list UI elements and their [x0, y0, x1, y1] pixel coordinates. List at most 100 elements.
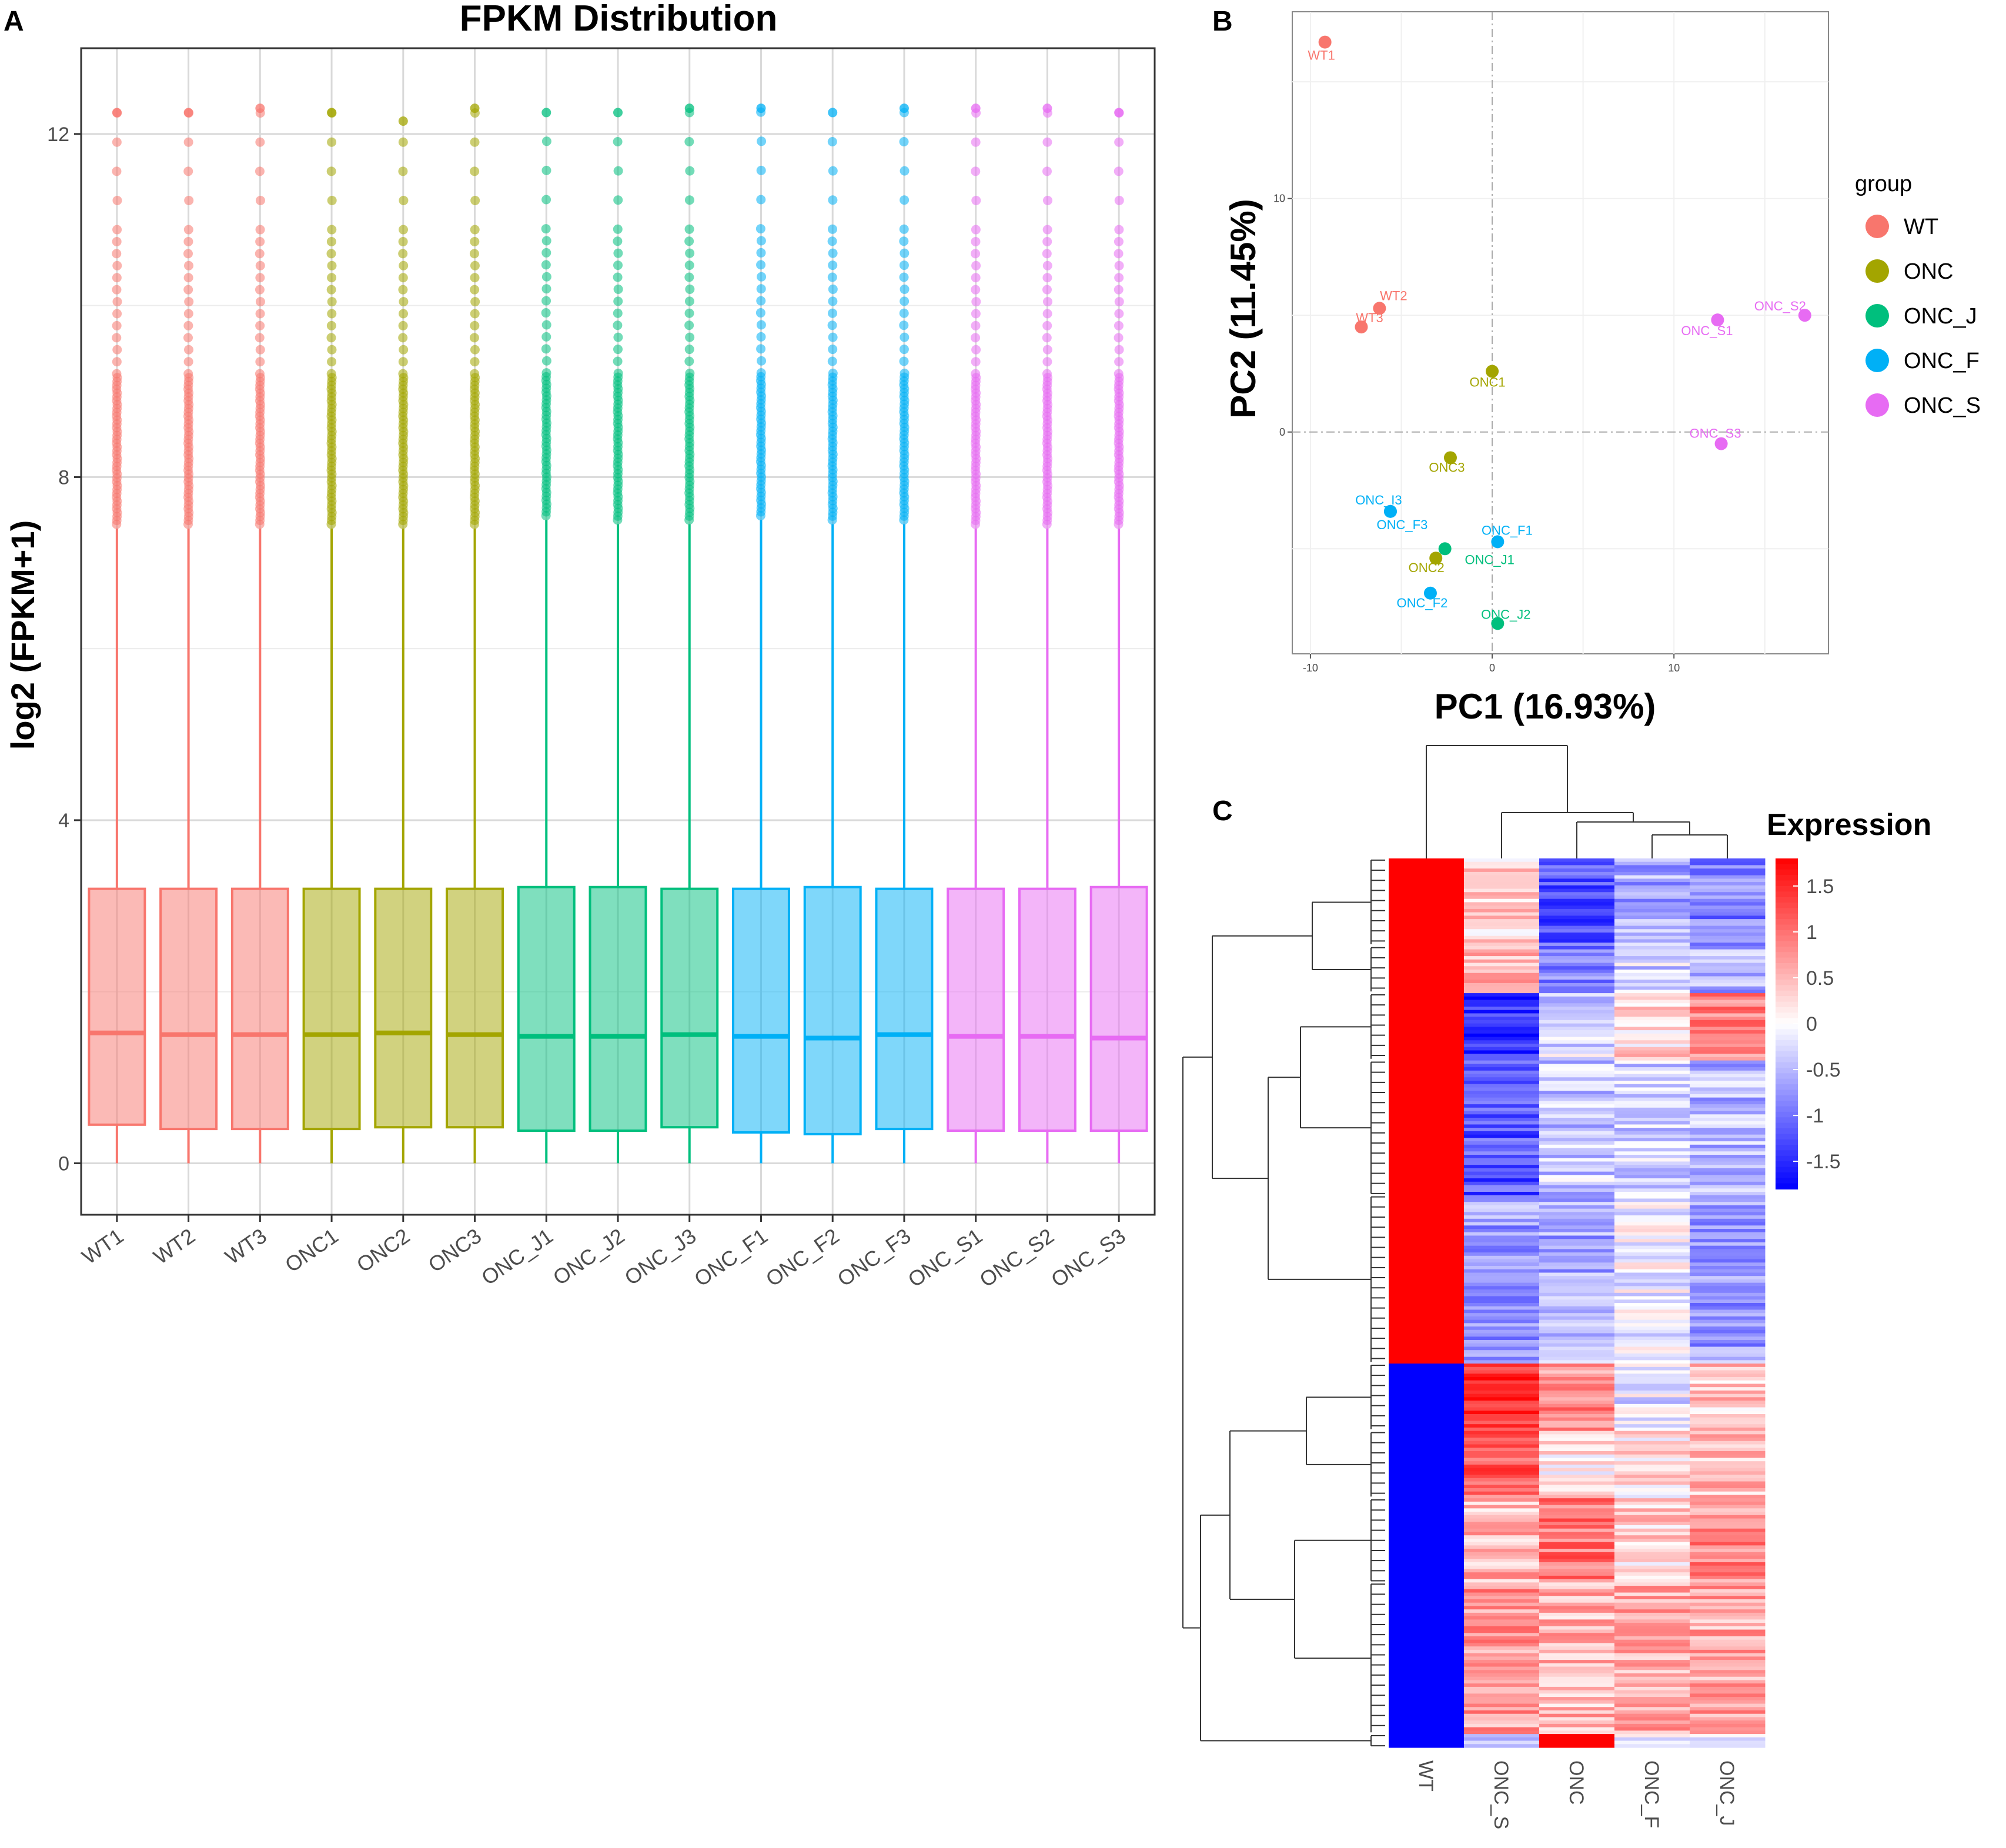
outlier-point: [684, 224, 694, 234]
heatmap-cell: [1389, 1612, 1465, 1617]
heatmap-cell: [1464, 1421, 1540, 1425]
heatmap-cell: [1539, 1094, 1615, 1098]
outlier-point: [327, 309, 337, 319]
heatmap-cell: [1464, 912, 1540, 916]
heatmap-cell: [1690, 1000, 1766, 1004]
heatmap-cell: [1690, 1549, 1766, 1553]
heatmap-cell: [1389, 1528, 1465, 1533]
heatmap-cell: [1690, 1148, 1766, 1152]
heatmap-cell: [1539, 1380, 1615, 1385]
heatmap-cell: [1464, 1448, 1540, 1452]
heatmap-cell: [1389, 858, 1465, 863]
heatmap-cell: [1464, 1639, 1540, 1644]
heatmap-cell: [1690, 1602, 1766, 1607]
heatmap-cell: [1614, 1316, 1690, 1321]
heatmap-cell: [1614, 1292, 1690, 1297]
outlier-point: [1042, 137, 1052, 147]
heatmap-cell: [1464, 1054, 1540, 1058]
heatmap-cell: [1464, 1374, 1540, 1378]
heatmap-cell: [1464, 1272, 1540, 1276]
heatmap-cell: [1614, 895, 1690, 900]
heatmap-cell: [1464, 1329, 1540, 1334]
heatmap-cell: [1389, 1505, 1465, 1509]
x-tick-label: ONC_S1: [904, 1224, 987, 1292]
outlier-point: [112, 225, 122, 235]
heatmap-cell: [1464, 1461, 1540, 1465]
heatmap-cell: [1464, 1343, 1540, 1348]
heatmap-cell: [1690, 966, 1766, 970]
heatmap-cell: [1389, 1653, 1465, 1657]
heatmap-cell: [1464, 1414, 1540, 1418]
heatmap-cell: [1690, 1639, 1766, 1644]
heatmap-cell: [1539, 1306, 1615, 1311]
x-tick-label: -10: [1303, 662, 1318, 674]
heatmap-cell: [1614, 1390, 1690, 1395]
heatmap-cell: [1690, 1623, 1766, 1627]
heatmap-cell: [1389, 1730, 1465, 1735]
heatmap-cell: [1614, 1168, 1690, 1172]
scale-gradient-step: [1776, 996, 1798, 1002]
heatmap-cell: [1690, 878, 1766, 883]
heatmap-cell: [1539, 1205, 1615, 1209]
heatmap-cell: [1614, 1077, 1690, 1081]
heatmap-cell: [1539, 1575, 1615, 1580]
heatmap-cell: [1614, 1138, 1690, 1142]
heatmap-cell: [1389, 1542, 1465, 1546]
heatmap-cell: [1539, 945, 1615, 950]
heatmap-cell: [1539, 1245, 1615, 1249]
heatmap-cell: [1539, 892, 1615, 896]
heatmap-cell: [1389, 908, 1465, 913]
heatmap-cell: [1464, 1212, 1540, 1216]
heatmap-cell: [1539, 1252, 1615, 1256]
heatmap-cell: [1389, 1343, 1465, 1348]
outlier-point: [1042, 345, 1052, 355]
heatmap-cell: [1464, 1067, 1540, 1071]
outlier-point: [900, 332, 910, 342]
heatmap-cell: [1389, 1495, 1465, 1499]
heatmap-cell: [1389, 1000, 1465, 1004]
heatmap-cell: [1464, 1262, 1540, 1266]
heatmap-cell: [1464, 935, 1540, 940]
heatmap-cell: [1464, 1218, 1540, 1223]
heatmap-cell: [1389, 1639, 1465, 1644]
heatmap-cell: [1614, 1555, 1690, 1559]
heatmap-cell: [1389, 1393, 1465, 1398]
heatmap-cell: [1464, 1094, 1540, 1098]
heatmap-cell: [1690, 1168, 1766, 1172]
heatmap-cell: [1539, 1107, 1615, 1112]
heatmap-cell: [1614, 1454, 1690, 1459]
heatmap-cell: [1690, 1225, 1766, 1229]
heatmap-cell: [1539, 1683, 1615, 1687]
heatmap-cell: [1539, 1623, 1615, 1627]
heatmap-cell: [1614, 1107, 1690, 1112]
heatmap-cell: [1614, 943, 1690, 947]
heatmap-cell: [1539, 1366, 1615, 1371]
heatmap-cell: [1614, 1333, 1690, 1337]
heatmap-cell: [1539, 1538, 1615, 1543]
outlier-point: [613, 195, 623, 205]
heatmap-cell: [1539, 1478, 1615, 1482]
heatmap-cell: [1539, 1710, 1615, 1715]
heatmap-cell: [1614, 1686, 1690, 1691]
scale-tick-label: -1: [1806, 1105, 1824, 1127]
x-tick-label: ONC2: [352, 1224, 414, 1277]
box-body: [731, 887, 790, 1134]
heatmap-cell: [1464, 1488, 1540, 1492]
heatmap-cell: [1464, 1286, 1540, 1290]
scale-gradient-step: [1776, 1057, 1798, 1063]
scale-gradient-step: [1776, 924, 1798, 931]
heatmap-cell: [1389, 976, 1465, 980]
heatmap-cell: [1464, 1239, 1540, 1243]
heatmap-cell: [1464, 1168, 1540, 1172]
heatmap-cell: [1464, 1717, 1540, 1721]
heatmap-cell: [1389, 1485, 1465, 1489]
heatmap-cell: [1539, 1229, 1615, 1233]
heatmap-cell: [1389, 1218, 1465, 1223]
heatmap-cell: [1614, 1713, 1690, 1718]
heatmap-cell: [1690, 1444, 1766, 1448]
heatmap-cell: [1539, 1329, 1615, 1334]
heatmap-cell: [1389, 1686, 1465, 1691]
heatmap-cell: [1614, 1495, 1690, 1499]
heatmap-cell: [1464, 1740, 1540, 1745]
heatmap-cell: [1614, 1384, 1690, 1388]
